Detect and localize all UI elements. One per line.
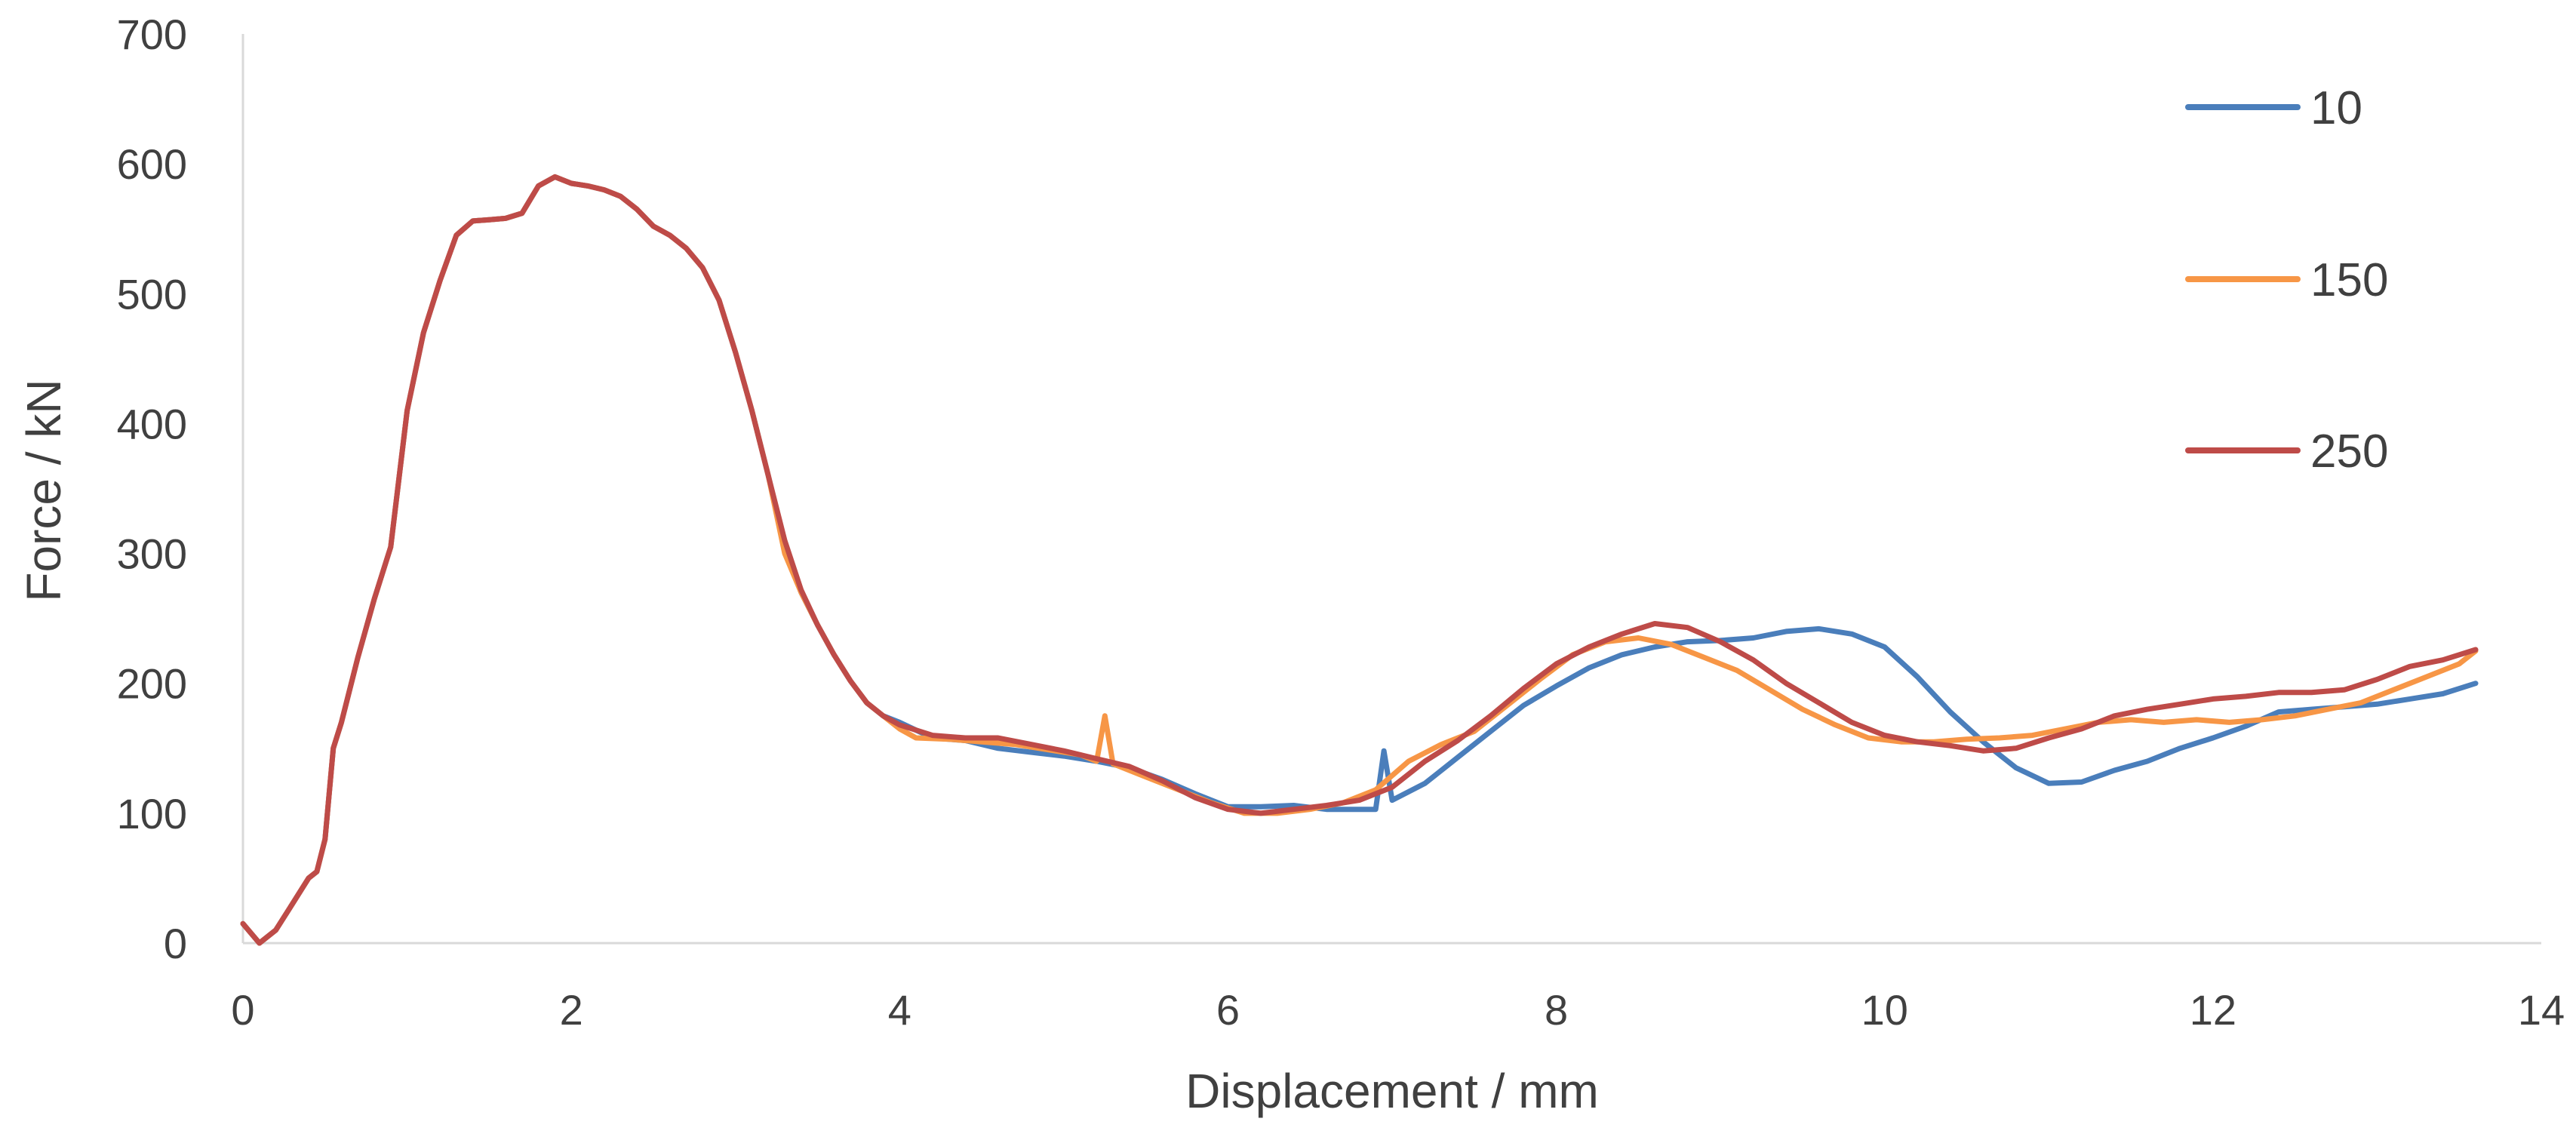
y-axis-title: Force / kN: [17, 379, 71, 601]
legend-label: 150: [2310, 254, 2388, 306]
x-tick-label: 14: [2518, 986, 2565, 1034]
legend-label: 10: [2310, 82, 2362, 134]
y-tick-label: 100: [117, 790, 187, 837]
y-tick-label: 0: [164, 920, 187, 967]
series-lines: [240, 174, 2479, 946]
x-tick-label: 4: [888, 986, 911, 1034]
x-tick-label: 0: [231, 986, 254, 1034]
x-tick-label: 8: [1545, 986, 1568, 1034]
legend: 10 150 250: [2185, 82, 2388, 478]
legend-item-10: 10: [2185, 82, 2362, 134]
y-tick-label: 300: [117, 530, 187, 578]
legend-label: 250: [2310, 426, 2388, 478]
y-tick-label: 200: [117, 660, 187, 708]
x-tick-label: 2: [560, 986, 583, 1034]
series-line-250: [240, 174, 2479, 946]
y-tick-label: 600: [117, 140, 187, 188]
x-tick-label: 10: [1861, 986, 1908, 1034]
y-tick-label: 400: [117, 400, 187, 447]
y-tick-label: 700: [117, 11, 187, 58]
y-tick-labels: 0 100 200 300 400 500 600 700: [117, 11, 187, 967]
series-line-150: [240, 174, 2479, 946]
x-tick-label: 6: [1216, 986, 1240, 1034]
x-tick-label: 12: [2190, 986, 2236, 1034]
legend-item-250: 250: [2185, 426, 2388, 478]
y-tick-label: 500: [117, 270, 187, 318]
x-axis-title: Displacement / mm: [1185, 1064, 1599, 1118]
legend-item-150: 150: [2185, 254, 2388, 306]
x-tick-labels: 0 2 4 6 8 10 12 14: [231, 986, 2565, 1034]
series-line-10: [240, 174, 2479, 946]
